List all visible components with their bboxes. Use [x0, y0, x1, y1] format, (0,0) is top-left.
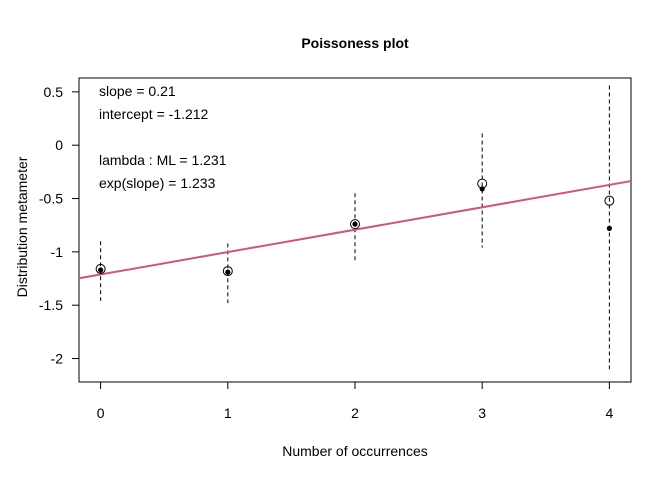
- x-tick-label: 4: [605, 405, 613, 421]
- x-tick-label: 0: [97, 405, 105, 421]
- y-axis-label: Distribution metameter: [14, 156, 30, 297]
- y-tick-label: -1.5: [39, 297, 63, 313]
- annotation-text: intercept = -1.212: [99, 106, 209, 122]
- y-tick-label: -0.5: [39, 191, 63, 207]
- y-tick-label: 0: [55, 137, 63, 153]
- chart-title: Poissoness plot: [301, 35, 409, 51]
- x-axis: 0 1 2 3 4: [97, 381, 613, 421]
- data-points: [95, 178, 615, 277]
- filled-point: [479, 186, 485, 192]
- y-tick-label: 0.5: [44, 84, 64, 100]
- fit-line-group: [78, 180, 632, 280]
- confidence-intervals: [100, 85, 610, 370]
- annotation-text: slope = 0.21: [99, 83, 176, 99]
- x-tick-label: 1: [224, 405, 232, 421]
- filled-point: [98, 267, 104, 273]
- open-point: [350, 219, 360, 230]
- x-tick-label: 3: [478, 405, 486, 421]
- filled-point: [225, 269, 231, 275]
- x-tick-label: 2: [351, 405, 359, 421]
- annotation-text: lambda : ML = 1.231: [99, 152, 227, 168]
- y-tick-label: -2: [51, 351, 64, 367]
- open-point: [95, 263, 106, 274]
- annotations: slope = 0.21 intercept = -1.212 lambda : M…: [99, 83, 227, 191]
- open-point: [604, 195, 615, 206]
- filled-point: [352, 221, 358, 227]
- annotation-text: exp(slope) = 1.233: [99, 175, 216, 191]
- y-tick-label: -1: [51, 244, 64, 260]
- x-axis-label: Number of occurrences: [282, 443, 428, 459]
- open-point: [222, 266, 233, 277]
- y-axis: 0.5 0 -0.5 -1 -1.5 -2: [39, 84, 80, 367]
- fit-line: [78, 180, 632, 280]
- filled-point: [606, 225, 612, 231]
